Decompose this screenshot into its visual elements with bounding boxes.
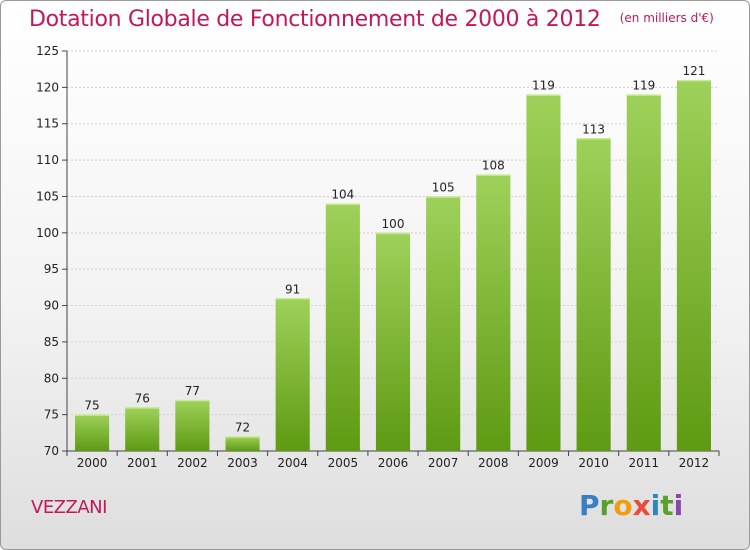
y-tick-label: 120 bbox=[36, 80, 59, 94]
value-label-2011: 119 bbox=[632, 79, 655, 93]
value-label-2003: 72 bbox=[235, 420, 250, 434]
x-tick-label-2004: 2004 bbox=[277, 456, 308, 470]
x-tick-label-2006: 2006 bbox=[378, 456, 409, 470]
commune-name: VEZZANI bbox=[31, 497, 107, 518]
value-label-2001: 76 bbox=[135, 391, 150, 405]
x-tick-label-2008: 2008 bbox=[478, 456, 509, 470]
value-label-2002: 77 bbox=[185, 384, 200, 398]
bar-2000 bbox=[75, 414, 110, 451]
bar-2008 bbox=[476, 174, 511, 452]
y-tick-label: 90 bbox=[44, 299, 59, 313]
logo-letter: o bbox=[613, 489, 633, 522]
x-tick-label-2010: 2010 bbox=[578, 456, 609, 470]
x-tick-label-2003: 2003 bbox=[227, 456, 258, 470]
bar-2009 bbox=[526, 94, 561, 452]
bar-2005 bbox=[325, 203, 360, 451]
logo-letter: P bbox=[579, 489, 600, 522]
y-tick-label: 80 bbox=[44, 371, 59, 385]
x-tick-label-2000: 2000 bbox=[77, 456, 108, 470]
x-tick-label-2002: 2002 bbox=[177, 456, 208, 470]
value-label-2012: 121 bbox=[682, 64, 705, 78]
chart-subtitle: (en milliers d'€) bbox=[619, 11, 714, 25]
bar-2002 bbox=[175, 400, 210, 451]
y-tick-label: 115 bbox=[36, 117, 59, 131]
bar-2001 bbox=[125, 407, 160, 451]
logo-letter: i bbox=[673, 489, 684, 522]
y-tick-label: 125 bbox=[36, 44, 59, 58]
logo-letter: i bbox=[650, 489, 661, 522]
value-label-2007: 105 bbox=[432, 180, 455, 194]
x-tick-label-2011: 2011 bbox=[628, 456, 659, 470]
value-label-2005: 104 bbox=[331, 188, 354, 202]
x-tick-label-2005: 2005 bbox=[328, 456, 359, 470]
proxiti-logo[interactable]: Proxiti bbox=[579, 489, 683, 522]
value-label-2004: 91 bbox=[285, 282, 300, 296]
value-label-2010: 113 bbox=[582, 122, 605, 136]
y-tick-label: 75 bbox=[44, 408, 59, 422]
chart-title: Dotation Globale de Fonctionnement de 20… bbox=[29, 7, 601, 32]
value-label-2009: 119 bbox=[532, 79, 555, 93]
bar-2004 bbox=[275, 298, 310, 451]
y-tick-label: 85 bbox=[44, 335, 59, 349]
value-label-2000: 75 bbox=[84, 399, 99, 413]
y-tick-label: 110 bbox=[36, 153, 59, 167]
bar-2012 bbox=[676, 80, 711, 451]
y-tick-label: 95 bbox=[44, 262, 59, 276]
logo-letter: x bbox=[632, 489, 651, 522]
logo-letter: t bbox=[660, 489, 674, 522]
bar-2003 bbox=[225, 436, 260, 451]
x-tick-label-2009: 2009 bbox=[528, 456, 559, 470]
labels: 70 75 80 85 90 95 100 105 110 115 120 125 75 2000 76 20… bbox=[36, 44, 709, 470]
value-label-2006: 100 bbox=[382, 217, 405, 231]
y-tick-label: 70 bbox=[44, 444, 59, 458]
y-tick-label: 105 bbox=[36, 189, 59, 203]
bar-2006 bbox=[375, 232, 411, 451]
x-tick-label-2007: 2007 bbox=[428, 456, 459, 470]
bars bbox=[75, 79, 711, 452]
bar-2010 bbox=[576, 138, 611, 452]
y-tick-label: 100 bbox=[36, 226, 59, 240]
value-label-2008: 108 bbox=[482, 159, 505, 173]
x-tick-label-2001: 2001 bbox=[127, 456, 158, 470]
x-tick-label-2012: 2012 bbox=[679, 456, 710, 470]
bar-2007 bbox=[426, 196, 461, 451]
title-row: Dotation Globale de Fonctionnement de 20… bbox=[29, 7, 714, 32]
logo-letter: r bbox=[599, 489, 614, 522]
bar-2011 bbox=[626, 94, 661, 452]
